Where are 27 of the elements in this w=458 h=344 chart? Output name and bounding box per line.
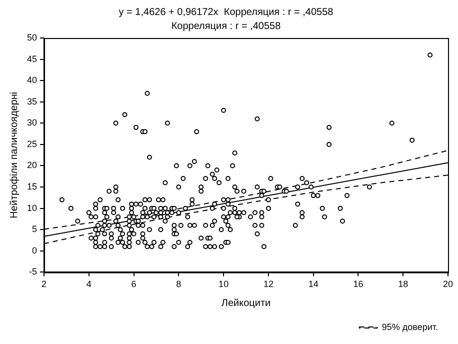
x-tick-label: 2 [42, 279, 47, 290]
x-tick-label: 4 [86, 279, 92, 290]
x-tick-label: 12 [263, 279, 274, 290]
y-tick-label: 40 [26, 75, 38, 86]
y-axis-title: Нейтрофіли паличкоядерні [8, 92, 20, 218]
x-tick-label: 18 [398, 279, 408, 290]
legend-label: 95% доверит. [382, 322, 438, 332]
x-tick-label: 8 [176, 279, 182, 290]
y-tick-label: 30 [26, 118, 38, 128]
y-tick-label: 5 [32, 224, 38, 234]
x-tick-label: 6 [131, 279, 136, 290]
chart-title: y = 1,4626 + 0,96172x Корреляция : r = ,40558 [118, 6, 334, 18]
y-tick-label: 45 [26, 54, 38, 64]
x-tick-label: 20 [442, 279, 454, 290]
y-tick-label: 25 [26, 138, 38, 149]
y-tick-label: 35 [26, 96, 38, 106]
y-tick-label: 15 [26, 182, 38, 192]
x-tick-label: 10 [218, 279, 229, 290]
y-tick-label: 0 [32, 245, 38, 256]
x-axis-title: Лейкоцити [221, 298, 271, 309]
chart-subtitle: Корреляция : r = ,40558 [171, 20, 282, 32]
y-tick-label: 20 [26, 160, 38, 170]
y-tick-label: -5 [28, 266, 38, 277]
y-tick-label: 10 [26, 202, 38, 213]
x-tick-label: 16 [353, 279, 364, 290]
x-tick-label: 14 [308, 279, 318, 290]
y-tick-label: 50 [26, 32, 38, 42]
